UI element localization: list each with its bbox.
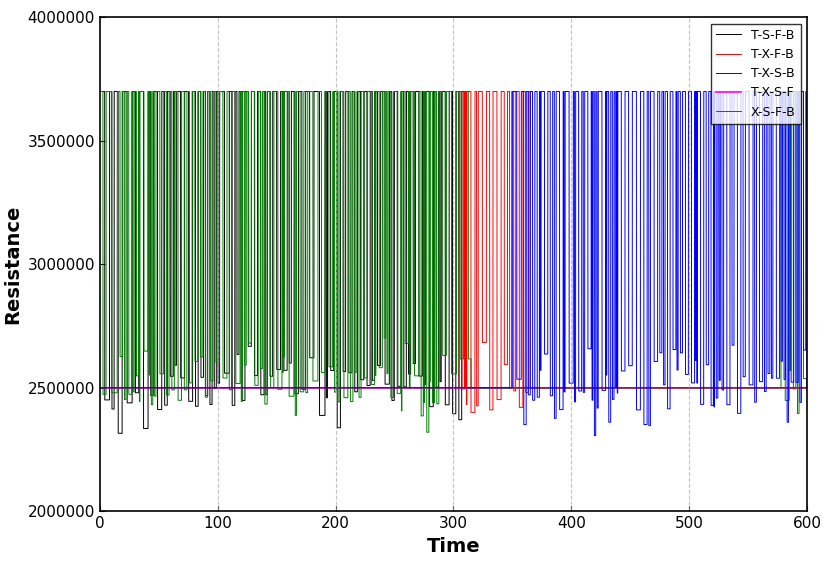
T-X-F-B <box>454 88 464 95</box>
T-X-S-F <box>719 385 729 392</box>
T-S-F-B <box>262 391 272 398</box>
T-X-F-B <box>95 385 105 392</box>
T-X-S-F <box>792 385 802 392</box>
T-X-F-B <box>802 385 812 392</box>
T-X-S-B <box>626 362 636 369</box>
X-S-F-B <box>414 88 424 95</box>
Line: T-S-F-B: T-S-F-B <box>100 92 807 433</box>
Legend: T-S-F-B, T-X-F-B, T-X-S-B, T-X-S-F, X-S-F-B: T-S-F-B, T-X-F-B, T-X-S-B, T-X-S-F, X-S-… <box>711 24 800 124</box>
X-S-F-B <box>262 401 272 408</box>
T-X-S-B <box>802 385 812 392</box>
X-S-F-B <box>720 385 730 392</box>
T-X-S-F <box>95 385 105 392</box>
T-X-S-B <box>95 385 105 392</box>
T-X-S-B <box>262 385 272 392</box>
T-X-F-B <box>466 409 476 416</box>
X-S-F-B <box>802 385 812 392</box>
T-X-F-B <box>103 385 113 392</box>
T-S-F-B <box>792 385 802 392</box>
T-S-F-B <box>113 430 123 437</box>
X-S-F-B <box>103 88 113 95</box>
T-X-S-B <box>720 88 730 95</box>
T-X-S-F <box>802 385 812 392</box>
Line: T-X-S-B: T-X-S-B <box>100 92 807 436</box>
T-S-F-B <box>626 385 636 392</box>
T-X-F-B <box>626 385 636 392</box>
T-S-F-B <box>720 385 730 392</box>
T-X-S-F <box>626 385 636 392</box>
X-S-F-B <box>792 88 802 95</box>
X-S-F-B <box>422 429 432 436</box>
T-X-S-B <box>589 432 599 439</box>
T-X-S-F <box>103 385 113 392</box>
Line: X-S-F-B: X-S-F-B <box>100 92 807 432</box>
T-X-F-B <box>262 385 272 392</box>
X-S-F-B <box>95 88 105 95</box>
T-X-F-B <box>792 385 802 392</box>
T-X-S-F <box>262 385 272 392</box>
T-S-F-B <box>414 372 424 379</box>
Y-axis label: Resistance: Resistance <box>3 205 22 324</box>
T-X-F-B <box>720 385 730 392</box>
T-X-S-B <box>103 385 113 392</box>
T-S-F-B <box>802 385 812 392</box>
T-X-S-B <box>792 379 802 386</box>
T-X-S-F <box>414 385 424 392</box>
T-X-S-B <box>414 385 424 392</box>
Line: T-X-F-B: T-X-F-B <box>100 92 807 413</box>
X-S-F-B <box>626 385 636 392</box>
X-axis label: Time: Time <box>427 537 480 555</box>
T-X-S-B <box>508 88 518 95</box>
T-S-F-B <box>103 396 113 403</box>
T-X-F-B <box>414 385 424 392</box>
T-S-F-B <box>95 88 105 95</box>
